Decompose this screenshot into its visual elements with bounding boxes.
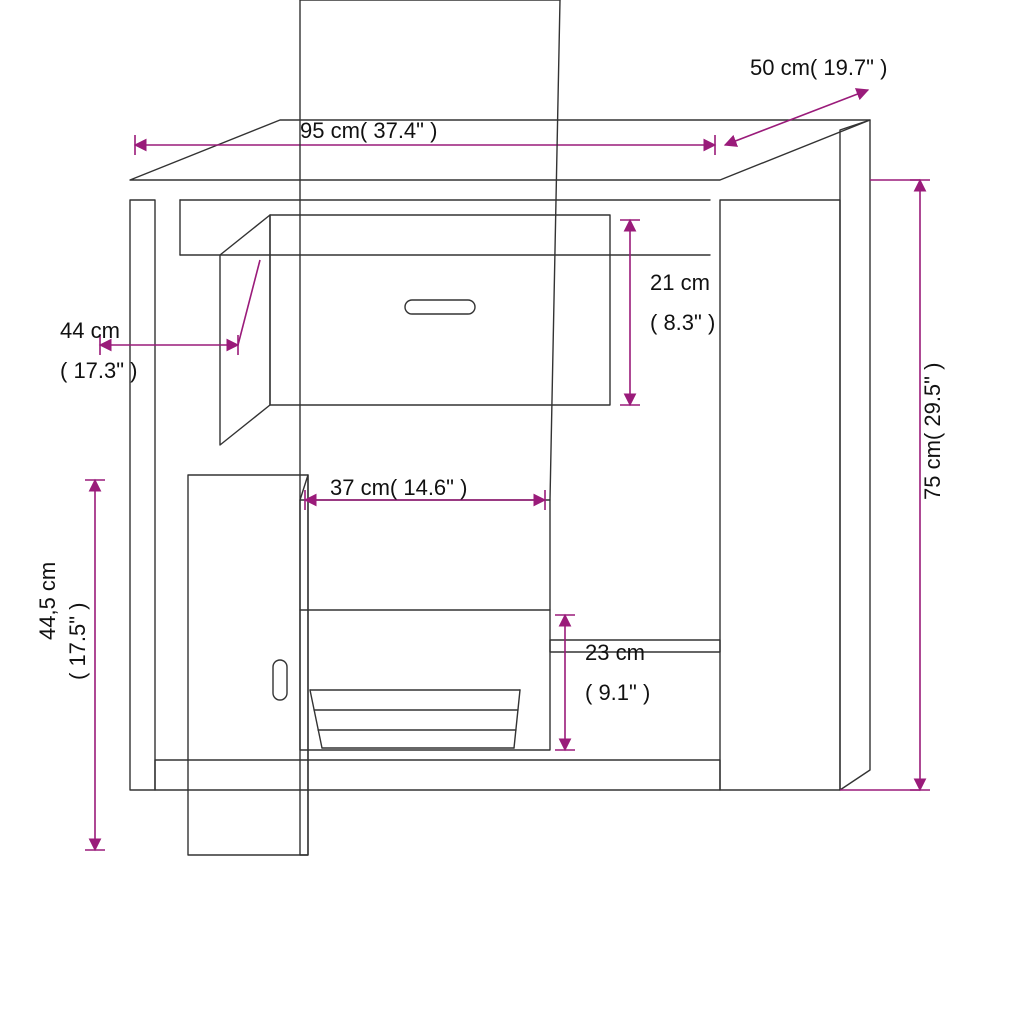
dimensions: 95 cm( 37.4" ) 50 cm( 19.7" ) 75 cm( 29.5"… xyxy=(35,55,945,850)
cabinet-opening xyxy=(300,500,550,750)
baseboard xyxy=(155,760,720,790)
door xyxy=(188,475,308,855)
left-panel xyxy=(130,200,155,790)
svg-text:44 cm: 44 cm xyxy=(60,318,120,343)
desk-top xyxy=(130,120,870,180)
svg-text:23 cm: 23 cm xyxy=(585,640,645,665)
drawer-handle xyxy=(405,300,475,314)
books xyxy=(310,690,520,748)
door-handle xyxy=(273,660,287,700)
desk-drawing xyxy=(130,0,870,855)
svg-text:44,5 cm: 44,5 cm xyxy=(35,562,60,640)
dimension-diagram: 95 cm( 37.4" ) 50 cm( 19.7" ) 75 cm( 29.5"… xyxy=(0,0,1024,1024)
svg-text:50 cm( 19.7" ): 50 cm( 19.7" ) xyxy=(750,55,887,80)
svg-text:( 17.3" ): ( 17.3" ) xyxy=(60,358,138,383)
right-rear-leg xyxy=(840,120,870,790)
svg-text:95 cm( 37.4" ): 95 cm( 37.4" ) xyxy=(300,118,437,143)
svg-text:( 8.3" ): ( 8.3" ) xyxy=(650,310,715,335)
right-panel xyxy=(720,200,840,790)
svg-text:( 9.1" ): ( 9.1" ) xyxy=(585,680,650,705)
drawer-depth-side xyxy=(220,215,270,445)
door-edge xyxy=(300,475,308,855)
svg-text:21 cm: 21 cm xyxy=(650,270,710,295)
svg-text:( 17.5" ): ( 17.5" ) xyxy=(65,602,90,680)
svg-text:75 cm( 29.5" ): 75 cm( 29.5" ) xyxy=(920,363,945,500)
svg-text:37 cm( 14.6" ): 37 cm( 14.6" ) xyxy=(330,475,467,500)
drawer-front xyxy=(270,215,610,405)
